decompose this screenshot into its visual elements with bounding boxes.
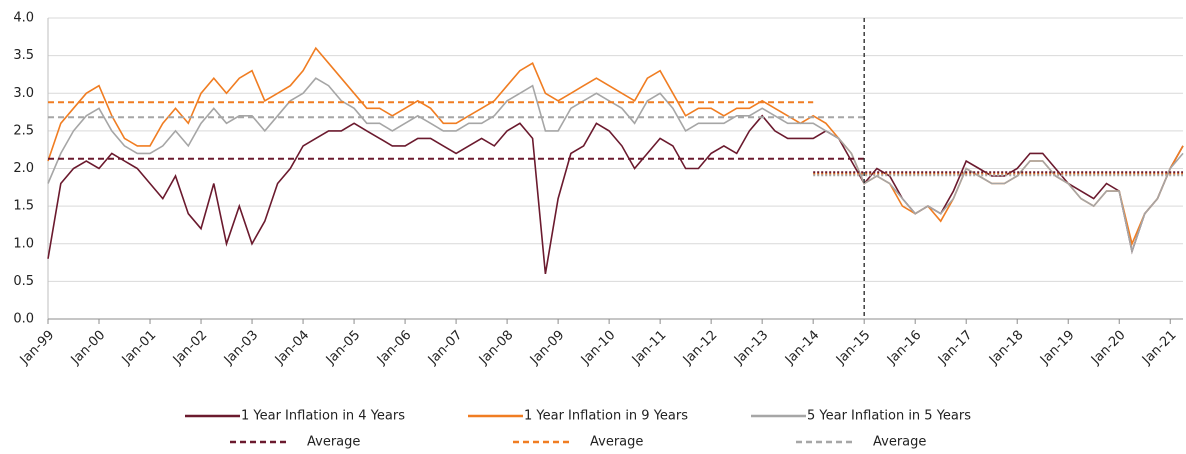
legend-label: 1 Year Inflation in 4 Years bbox=[241, 409, 405, 424]
x-tick-label: Jan-18 bbox=[986, 328, 1027, 369]
x-tick-label: Jan-07 bbox=[425, 328, 466, 369]
x-tick-label: Jan-16 bbox=[884, 328, 925, 369]
x-tick-label: Jan-17 bbox=[935, 328, 976, 369]
x-tick-label: Jan-12 bbox=[680, 328, 721, 369]
y-tick-label: 1.0 bbox=[13, 236, 34, 251]
x-tick-label: Jan-11 bbox=[629, 328, 670, 369]
x-tick-label: Jan-15 bbox=[833, 328, 874, 369]
y-tick-label: 3.5 bbox=[13, 48, 34, 63]
x-tick-label: Jan-99 bbox=[17, 328, 58, 369]
x-tick-label: Jan-03 bbox=[221, 328, 262, 369]
x-tick-label: Jan-20 bbox=[1088, 328, 1129, 369]
y-tick-label: 3.0 bbox=[13, 86, 34, 101]
legend-label: Average bbox=[590, 435, 643, 450]
x-tick-label: Jan-04 bbox=[272, 328, 313, 369]
x-tick-label: Jan-14 bbox=[782, 328, 823, 369]
x-tick-label: Jan-01 bbox=[119, 328, 160, 369]
series-line bbox=[47, 114, 1184, 275]
legend-label: 1 Year Inflation in 9 Years bbox=[524, 409, 688, 424]
x-tick-label: Jan-19 bbox=[1037, 328, 1078, 369]
y-tick-label: 0.0 bbox=[13, 312, 34, 327]
y-tick-label: 2.0 bbox=[13, 161, 34, 176]
y-tick-label: 4.0 bbox=[13, 11, 34, 26]
legend-label: Average bbox=[873, 435, 926, 450]
x-tick-label: Jan-08 bbox=[476, 328, 517, 369]
y-tick-label: 1.5 bbox=[13, 199, 34, 214]
legend-label: Average bbox=[307, 435, 360, 450]
x-tick-label: Jan-05 bbox=[323, 328, 364, 369]
x-tick-label: Jan-00 bbox=[68, 328, 109, 369]
x-tick-label: Jan-06 bbox=[374, 328, 415, 369]
x-tick-label: Jan-21 bbox=[1139, 328, 1180, 369]
x-tick-label: Jan-09 bbox=[527, 328, 568, 369]
legend-label: 5 Year Inflation in 5 Years bbox=[807, 409, 971, 424]
x-tick-label: Jan-02 bbox=[170, 328, 211, 369]
series-line bbox=[47, 46, 1184, 247]
y-tick-label: 0.5 bbox=[13, 274, 34, 289]
y-tick-label: 2.5 bbox=[13, 123, 34, 138]
x-tick-label: Jan-13 bbox=[731, 328, 772, 369]
series-line bbox=[47, 77, 1184, 255]
x-tick-label: Jan-10 bbox=[578, 328, 619, 369]
